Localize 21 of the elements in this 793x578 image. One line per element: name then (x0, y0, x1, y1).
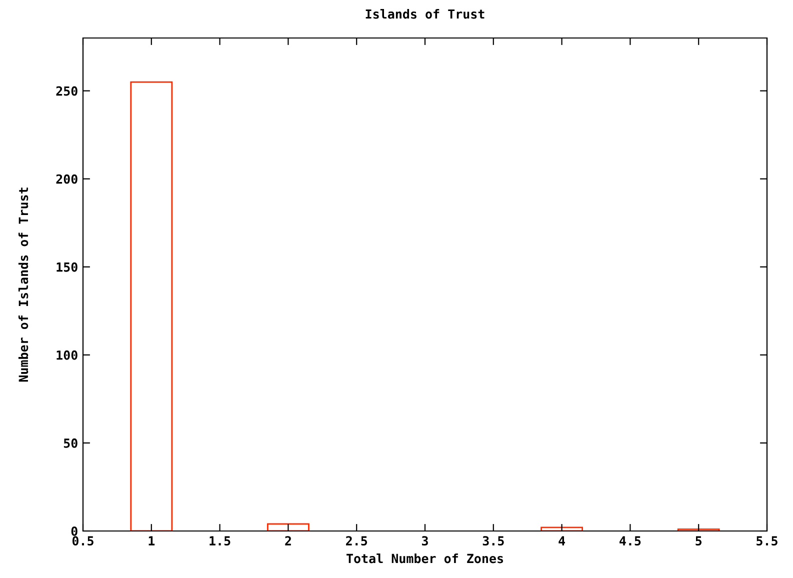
y-tick-label: 0 (71, 526, 78, 536)
y-tick-label: 150 (56, 262, 78, 272)
bar (130, 81, 173, 531)
x-tick-label: 2 (285, 536, 291, 546)
x-axis-title: Total Number of Zones (346, 554, 504, 564)
x-tick-label: 5 (696, 536, 702, 546)
x-tick-label: 1.5 (210, 536, 230, 546)
x-tick-label: 4 (558, 536, 565, 546)
chart-title: Islands of Trust (366, 9, 484, 19)
x-tick-label: 3 (422, 536, 428, 546)
x-tick-label: 1 (148, 536, 155, 546)
x-tick-label: 0.5 (72, 536, 94, 546)
x-tick-label: 3.5 (482, 536, 504, 546)
x-tick-label: 4.5 (620, 536, 641, 546)
x-tick-label: 2.5 (346, 536, 368, 546)
y-tick-label: 200 (56, 174, 78, 184)
y-axis-title: Number of Islands of Trust (18, 188, 28, 382)
y-tick-label: 250 (56, 86, 78, 96)
y-tick-label: 100 (56, 350, 78, 360)
y-tick-label: 50 (64, 438, 78, 448)
x-tick-label: 5.5 (756, 536, 778, 546)
